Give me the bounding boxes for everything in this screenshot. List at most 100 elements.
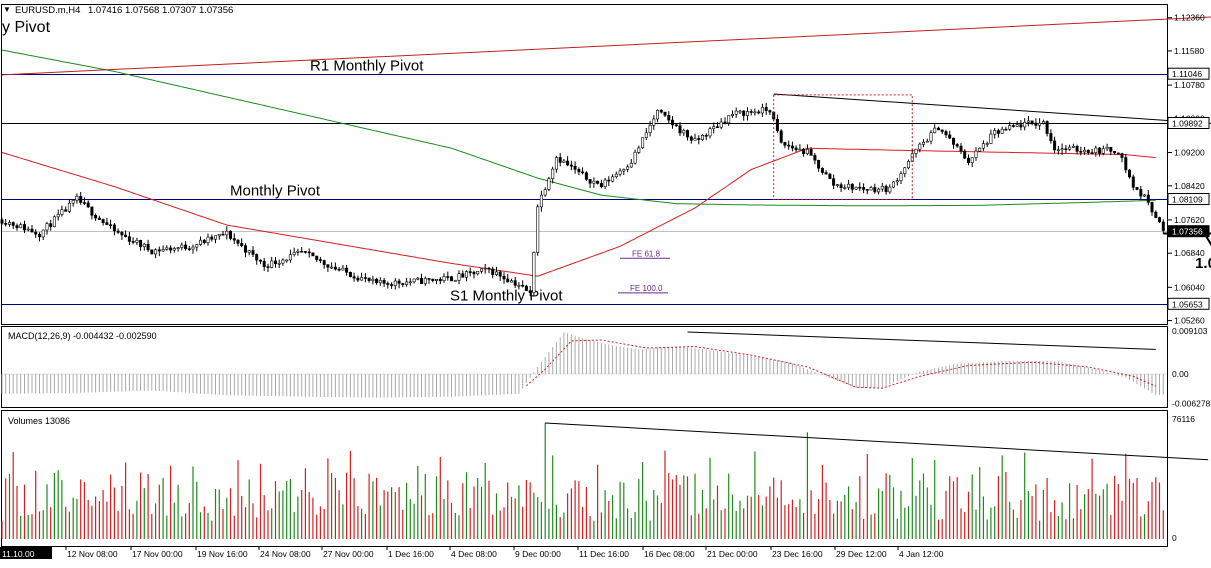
candle-body	[558, 157, 562, 163]
candle-body	[292, 251, 296, 255]
candle-body	[884, 186, 888, 193]
candle-body	[539, 194, 543, 208]
price-tick-label: 1.05260	[1174, 316, 1205, 326]
candle-body	[989, 133, 993, 144]
candle-body	[449, 276, 453, 282]
candle-body	[1030, 120, 1034, 124]
candle-body	[633, 151, 637, 164]
candle-body	[124, 234, 128, 238]
candle-body	[180, 244, 184, 248]
candle-body	[52, 216, 56, 227]
candle-body	[966, 157, 970, 164]
candle-body	[944, 131, 948, 136]
candle-body	[0, 219, 4, 224]
candle-body	[8, 222, 12, 225]
candle-body	[191, 246, 195, 250]
volume-tick-label: 0	[1172, 533, 1177, 543]
candle-body	[116, 230, 120, 233]
price-tick-label: 1.11580	[1174, 46, 1204, 56]
candle-body	[199, 239, 203, 245]
clipped-title: y Pivot	[2, 19, 51, 36]
price-tick-label: 1.12360	[1174, 13, 1205, 23]
candle-body	[26, 228, 30, 231]
candle-body	[1049, 133, 1053, 142]
candle-body	[1019, 124, 1023, 128]
time-tick-label: 11 Dec 16:00	[579, 549, 629, 559]
candle-body	[596, 180, 600, 184]
candle-body	[307, 251, 311, 254]
candle-body	[438, 278, 442, 282]
candle-body	[1135, 187, 1139, 190]
candle-body	[109, 224, 113, 226]
candle-body	[933, 127, 937, 133]
candle-body	[536, 206, 540, 253]
candle-body	[348, 271, 352, 277]
candle-body	[408, 281, 412, 284]
candle-body	[1120, 153, 1124, 158]
candle-body	[948, 134, 952, 139]
candle-body	[352, 276, 356, 279]
candle-body	[685, 130, 689, 138]
candle-body	[311, 252, 315, 257]
candle-body	[712, 126, 716, 129]
candle-body	[1146, 194, 1150, 203]
candle-body	[906, 161, 910, 169]
candle-body	[873, 187, 877, 193]
candle-body	[981, 143, 985, 149]
candle-body	[517, 284, 521, 287]
candle-body	[749, 111, 753, 113]
candle-body	[959, 145, 963, 152]
candle-body	[513, 280, 517, 286]
time-tick-label: 19 Nov 16:00	[197, 549, 248, 559]
price-tick-label: 1.08420	[1174, 181, 1205, 191]
moving-average-green	[1, 49, 1156, 207]
candle-body	[169, 247, 173, 251]
candle-body	[258, 259, 262, 262]
candle-body	[367, 277, 371, 281]
candle-body	[858, 186, 862, 189]
candle-body	[1094, 147, 1098, 153]
candle-body	[727, 115, 731, 124]
candle-body	[270, 260, 274, 268]
candle-body	[75, 196, 79, 201]
time-tick-label: 24 Nov 08:00	[260, 549, 311, 559]
candle-body	[45, 223, 49, 231]
candle-body	[300, 251, 304, 253]
candle-body	[670, 119, 674, 126]
candle-body	[970, 157, 974, 163]
pivot-level-label: Monthly Pivot	[230, 183, 321, 200]
candle-body	[828, 173, 832, 180]
long-term-trendline	[1, 16, 1211, 76]
candle-body	[584, 172, 588, 180]
candle-body	[547, 178, 551, 190]
candle-body	[60, 209, 64, 215]
candle-body	[22, 224, 26, 231]
candle-body	[1154, 211, 1158, 218]
candle-body	[457, 273, 461, 281]
candle-body	[468, 271, 472, 273]
price-panel-frame	[1, 4, 1168, 325]
candle-body	[172, 248, 176, 251]
macd-tick-label: 0.009103	[1172, 326, 1208, 336]
price-badge	[1167, 225, 1210, 238]
menu-arrow-icon[interactable]: ▼	[3, 5, 11, 14]
candle-body	[401, 283, 405, 286]
candle-body	[464, 271, 468, 278]
time-tick-label: 21 Dec 00:00	[707, 549, 758, 559]
volume-panel-frame	[1, 410, 1168, 547]
candle-body	[865, 189, 869, 191]
volume-tick-label: 76116	[1172, 414, 1195, 424]
candle-body	[1071, 146, 1075, 148]
candle-body	[176, 247, 180, 249]
candle-body	[847, 183, 851, 188]
candle-body	[667, 115, 671, 121]
candle-body	[674, 124, 678, 127]
macd-tick-label: 0.00	[1172, 369, 1189, 379]
candle-body	[678, 125, 682, 134]
candle-body	[787, 144, 791, 147]
fibo-level-label: FE 100.0	[630, 284, 663, 293]
candle-body	[509, 280, 513, 283]
candle-body	[996, 130, 1000, 134]
